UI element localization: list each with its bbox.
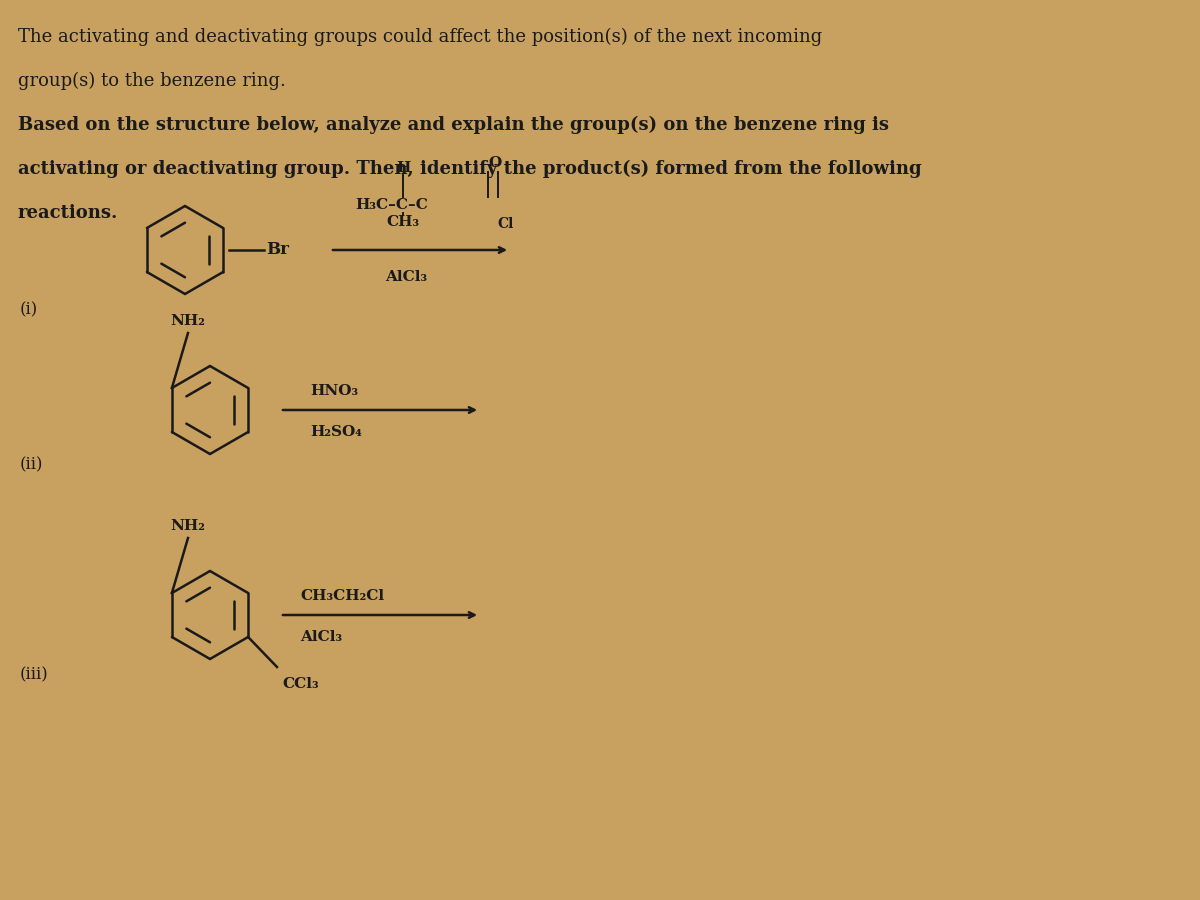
Text: The activating and deactivating groups could affect the position(s) of the next : The activating and deactivating groups c… — [18, 28, 822, 46]
Text: Br: Br — [266, 241, 289, 258]
Text: H₂SO₄: H₂SO₄ — [310, 425, 362, 439]
Text: NH₂: NH₂ — [170, 519, 205, 533]
Text: reactions.: reactions. — [18, 204, 119, 222]
Text: NH₂: NH₂ — [170, 314, 205, 328]
Text: H: H — [396, 161, 410, 175]
Text: Cl: Cl — [497, 217, 514, 231]
Text: CH₃: CH₃ — [386, 215, 420, 229]
Text: AlCl₃: AlCl₃ — [385, 270, 427, 284]
Text: AlCl₃: AlCl₃ — [300, 630, 342, 644]
Text: Based on the structure below, analyze and explain the group(s) on the benzene ri: Based on the structure below, analyze an… — [18, 116, 889, 134]
Text: (ii): (ii) — [20, 456, 43, 473]
Text: HNO₃: HNO₃ — [310, 384, 358, 398]
Text: O: O — [488, 156, 502, 170]
Text: (i): (i) — [20, 302, 38, 319]
Text: CCl₃: CCl₃ — [282, 677, 319, 691]
Text: H₃C–C–C: H₃C–C–C — [355, 198, 428, 212]
Text: CH₃CH₂Cl: CH₃CH₂Cl — [300, 589, 384, 603]
Text: activating or deactivating group. Then, identify the product(s) formed from the : activating or deactivating group. Then, … — [18, 160, 922, 178]
Text: (iii): (iii) — [20, 667, 49, 683]
Text: group(s) to the benzene ring.: group(s) to the benzene ring. — [18, 72, 286, 90]
